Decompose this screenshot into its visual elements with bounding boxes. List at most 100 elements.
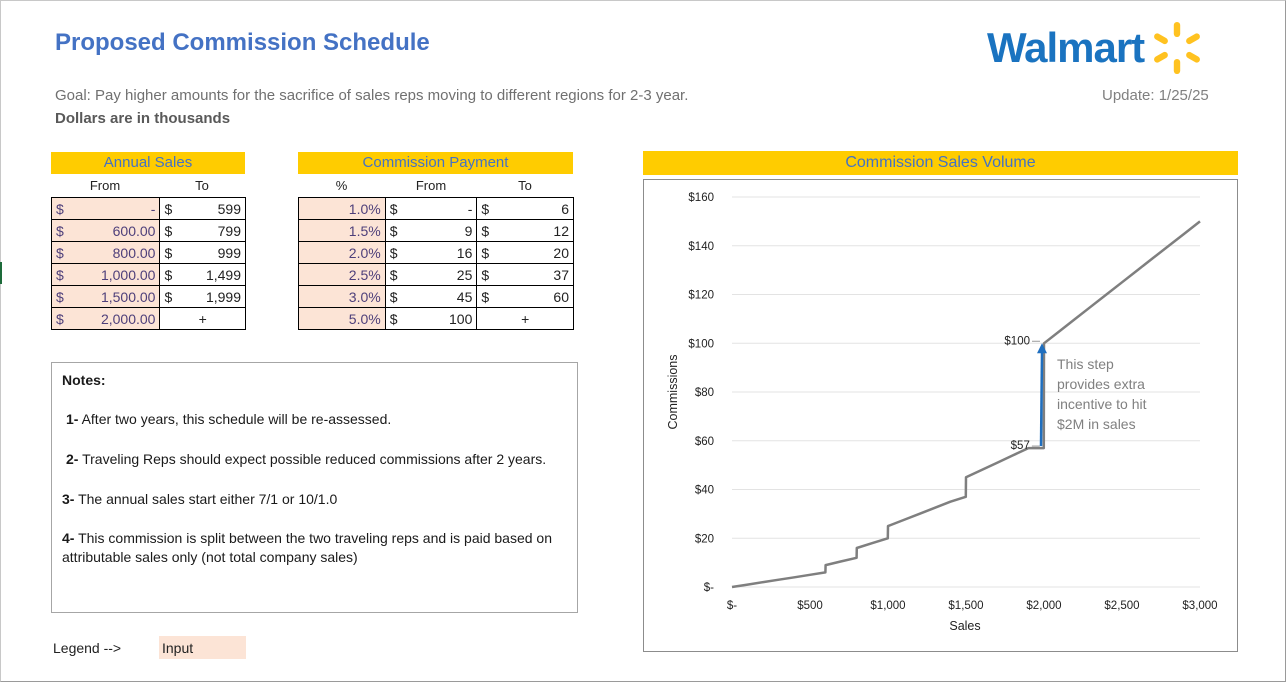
table-row: 1.0% $ - $6 [298, 197, 574, 220]
walmart-logo: Walmart [987, 18, 1202, 78]
table-row: 2.0% $16 $20 [298, 241, 574, 264]
sales-from-cell[interactable]: $1,500.00 [50, 285, 161, 308]
x-tick-label: $1,000 [870, 600, 905, 612]
currency-symbol: $ [56, 266, 64, 283]
cell-value: 20 [553, 244, 569, 261]
commission-from-label: From [415, 178, 447, 193]
y-tick-label: $- [704, 582, 714, 594]
annual-sales-table: $ - $599 $600.00 $799 $800.00 $999 $1,000.00 $1,… [50, 197, 246, 330]
table-row: 1.5% $9 $12 [298, 219, 574, 242]
spark-icon [1154, 22, 1201, 74]
table-row: $2,000.00 + [50, 307, 246, 330]
currency-symbol: $ [164, 222, 173, 239]
cell-value: 6 [561, 200, 569, 217]
commission-pct-cell[interactable]: 5.0% [298, 307, 386, 330]
cell-value: 9 [464, 222, 473, 239]
cell-value: 999 [217, 244, 241, 261]
step-arrow-head [1037, 343, 1047, 354]
update-date: Update: 1/25/25 [1102, 87, 1209, 104]
currency-symbol: $ [481, 200, 490, 217]
legend-input-swatch: Input [159, 636, 246, 659]
sales-from-cell[interactable]: $ - [50, 197, 161, 220]
currency-symbol: $ [56, 222, 64, 239]
note-item-3: 3- The annual sales start either 7/1 or … [62, 491, 338, 507]
commission-from-cell: $16 [384, 241, 478, 264]
sales-to-cell: + [159, 307, 246, 330]
commission-to-cell: $6 [476, 197, 574, 220]
table-row: 5.0% $100 + [298, 307, 574, 330]
sales-from-cell[interactable]: $800.00 [50, 241, 161, 264]
cell-value: 45 [456, 288, 473, 305]
annual-sales-to-label: To [195, 178, 209, 193]
y-tick-label: $20 [695, 533, 714, 545]
cell-value: 2,000.00 [100, 310, 156, 327]
cell-value: 1,999 [205, 288, 241, 305]
sales-to-cell: $1,499 [159, 263, 246, 286]
currency-symbol: $ [389, 244, 398, 261]
table-row: $800.00 $999 [50, 241, 246, 264]
page-title: Proposed Commission Schedule [55, 29, 430, 56]
chart-svg: $- $20 $40 $60 $80 $100 $120 $140 $160 $- $500 $1,0… [666, 192, 1218, 633]
cell-value: 1,000.00 [100, 266, 156, 283]
currency-symbol: $ [56, 244, 64, 261]
commission-from-cell: $25 [384, 263, 478, 286]
commission-from-cell: $ - [384, 197, 478, 220]
sales-from-cell[interactable]: $600.00 [50, 219, 161, 242]
sales-from-cell[interactable]: $1,000.00 [50, 263, 161, 286]
note-item-4: 4- This commission is split between the … [62, 530, 552, 565]
sales-to-cell: $799 [159, 219, 246, 242]
table-row: $1,500.00 $1,999 [50, 285, 246, 308]
currency-symbol: $ [164, 288, 173, 305]
step-arrow-shaft [1039, 352, 1044, 447]
row-selection-marker [0, 262, 2, 284]
cell-value: 1,499 [205, 266, 241, 283]
cell-value: - [150, 200, 156, 217]
cell-value: 37 [553, 266, 569, 283]
commission-chart[interactable]: $- $20 $40 $60 $80 $100 $120 $140 $160 $- $500 $1,0… [643, 179, 1238, 652]
y-tick-label: $40 [695, 485, 714, 497]
currency-symbol: $ [481, 222, 490, 239]
y-tick-label: $60 [695, 436, 714, 448]
cell-value: 799 [217, 222, 241, 239]
y-axis-title: Commissions [666, 354, 680, 429]
commission-pct-cell[interactable]: 3.0% [298, 285, 386, 308]
commission-pct-cell[interactable]: 1.5% [298, 219, 386, 242]
table-row: 2.5% $25 $37 [298, 263, 574, 286]
cell-value: 12 [553, 222, 569, 239]
series-line [731, 220, 1201, 589]
commission-pct-label: % [335, 178, 348, 193]
callout-text: This step provides extra incentive to hit $… [1057, 356, 1147, 432]
cell-value: 600.00 [112, 222, 156, 239]
currency-symbol: $ [56, 310, 64, 327]
currency-symbol: $ [164, 244, 173, 261]
currency-symbol: $ [389, 222, 398, 239]
x-tick-label: $500 [797, 600, 823, 612]
notes-box: Notes: 1- After two years, this schedule… [51, 362, 578, 613]
currency-symbol: $ [481, 288, 490, 305]
y-tick-label: $100 [688, 338, 714, 350]
sales-to-cell: $599 [159, 197, 246, 220]
commission-pct-cell[interactable]: 2.0% [298, 241, 386, 264]
commission-from-cell: $45 [384, 285, 478, 308]
currency-symbol: $ [481, 266, 490, 283]
y-tick-label: $160 [688, 192, 714, 204]
x-axis-title: Sales [949, 619, 980, 633]
currency-symbol: $ [389, 200, 398, 217]
sales-to-cell: $1,999 [159, 285, 246, 308]
annotation-100: $100 [1004, 335, 1030, 347]
cell-value: 1,500.00 [100, 288, 156, 305]
table-row: $1,000.00 $1,499 [50, 263, 246, 286]
currency-symbol: $ [164, 266, 173, 283]
legend-label: Legend --> [53, 640, 122, 656]
currency-symbol: $ [389, 266, 398, 283]
annual-sales-from-label: From [89, 178, 121, 193]
commission-pct-cell[interactable]: 2.5% [298, 263, 386, 286]
chart-header: Commission Sales Volume [643, 151, 1238, 175]
commission-from-cell: $9 [384, 219, 478, 242]
sales-to-cell: $999 [159, 241, 246, 264]
x-tick-label: $2,500 [1104, 600, 1139, 612]
commission-pct-cell[interactable]: 1.0% [298, 197, 386, 220]
commission-to-cell: $37 [476, 263, 574, 286]
y-tick-label: $140 [688, 241, 714, 253]
sales-from-cell[interactable]: $2,000.00 [50, 307, 161, 330]
